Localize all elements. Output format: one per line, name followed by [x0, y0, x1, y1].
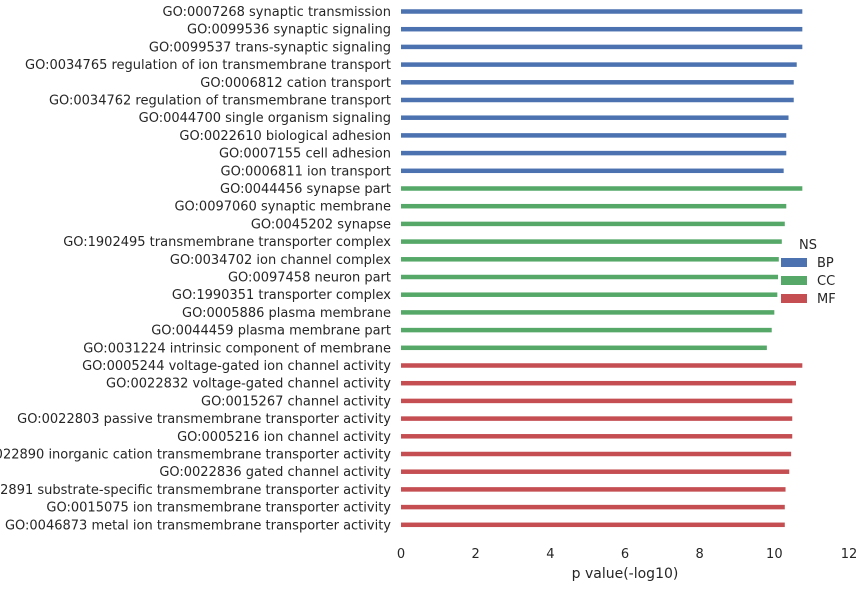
x-tick-label: 0: [397, 547, 405, 562]
y-tick-label: GO:0044456 synapse part: [220, 182, 391, 197]
legend-swatch-bp: [781, 258, 807, 267]
bar-cc: [401, 203, 787, 209]
bar-bp: [401, 150, 787, 156]
x-tick-labels: 0 2 4 6 8 10 12: [397, 547, 857, 562]
y-tick-label: GO:0046873 metal ion transmembrane trans…: [5, 518, 391, 533]
y-tick-label: GO:1990351 transporter complex: [172, 288, 391, 303]
y-tick-label: GO:0099537 trans-synaptic signaling: [149, 40, 391, 55]
legend-swatch-cc: [781, 276, 807, 285]
y-tick-label: GO:0022803 passive transmembrane transpo…: [17, 412, 391, 427]
y-tick-label: GO:0015075 ion transmembrane transporter…: [46, 501, 391, 516]
x-tick-label: 8: [696, 547, 704, 562]
legend-label-cc: CC: [817, 274, 835, 289]
y-tick-label: GO:0034762 regulation of transmembrane t…: [49, 94, 391, 109]
x-tick-label: 2: [472, 547, 480, 562]
bar-cc: [401, 257, 779, 262]
bar-cc: [401, 292, 778, 297]
bar-cc: [401, 186, 803, 191]
bar-cc: [401, 310, 775, 315]
bar-cc: [401, 274, 779, 280]
bar-mf: [401, 416, 793, 421]
y-tick-label: GO:0045202 synapse: [251, 217, 391, 232]
bar-bp: [401, 26, 803, 32]
y-tick-label: GO:0022890 inorganic cation transmembran…: [0, 448, 391, 463]
bar-bp: [401, 44, 803, 50]
x-tick-label: 6: [621, 547, 629, 562]
bar-mf: [401, 469, 790, 474]
legend: NS BP CC MF: [781, 238, 836, 307]
x-tick-label: 4: [546, 547, 554, 562]
bar-mf: [401, 487, 786, 492]
x-tick-label: 12: [841, 547, 858, 562]
legend-swatch-mf: [781, 294, 807, 303]
y-tick-label: GO:0044700 single organism signaling: [139, 111, 391, 126]
x-axis-label: p value(-log10): [572, 566, 679, 582]
y-tick-label: GO:0006811 ion transport: [221, 164, 392, 179]
bar-cc: [401, 345, 767, 351]
y-tick-labels: GO:0007268 synaptic transmission GO:00995…: [0, 5, 391, 533]
bar-bp: [401, 168, 784, 174]
legend-label-bp: BP: [817, 256, 834, 271]
y-tick-label: GO:0006812 cation transport: [200, 76, 391, 91]
y-tick-label: GO:0007268 synaptic transmission: [163, 5, 391, 20]
bar-bp: [401, 80, 794, 85]
y-tick-label: GO:0097060 synaptic membrane: [174, 200, 391, 215]
bar-cc: [401, 327, 772, 333]
y-tick-label: GO:0097458 neuron part: [228, 271, 391, 286]
y-tick-label: GO:0005216 ion channel activity: [177, 430, 391, 445]
y-tick-label: GO:0034765 regulation of ion transmembra…: [25, 58, 391, 73]
y-tick-label: GO:0022836 gated channel activity: [159, 465, 391, 480]
bar-mf: [401, 522, 785, 528]
bars-layer: [401, 9, 803, 528]
y-tick-label: GO:0022832 voltage-gated channel activit…: [106, 377, 391, 392]
bar-mf: [401, 398, 793, 404]
y-tick-label: GO:0005886 plasma membrane: [182, 306, 391, 321]
bar-bp: [401, 115, 789, 120]
bar-bp: [401, 9, 803, 14]
y-tick-label: GO:1902495 transmembrane transporter com…: [63, 235, 391, 250]
x-tick-label: 10: [766, 547, 783, 562]
legend-label-mf: MF: [817, 292, 836, 307]
y-tick-label: GO:0005244 voltage-gated ion channel act…: [82, 359, 391, 374]
y-tick-label: GO:0034702 ion channel complex: [170, 253, 391, 268]
bar-mf: [401, 504, 785, 510]
y-tick-label: GO:0007155 cell adhesion: [219, 147, 391, 162]
y-tick-label: GO:0022891 substrate-specific transmembr…: [0, 483, 391, 498]
bar-bp: [401, 97, 794, 103]
bar-bp: [401, 62, 797, 67]
y-tick-label: GO:0022610 biological adhesion: [179, 129, 391, 144]
y-tick-label: GO:0044459 plasma membrane part: [151, 324, 391, 339]
y-tick-label: GO:0031224 intrinsic component of membra…: [83, 341, 391, 356]
bar-mf: [401, 363, 803, 368]
legend-title: NS: [799, 238, 817, 253]
bar-cc: [401, 221, 785, 227]
bar-mf: [401, 380, 796, 386]
bar-cc: [401, 239, 782, 244]
y-tick-label: GO:0015267 channel activity: [201, 394, 391, 409]
bar-bp: [401, 133, 787, 138]
y-tick-label: GO:0099536 synaptic signaling: [187, 23, 391, 38]
bar-mf: [401, 451, 792, 457]
bar-mf: [401, 434, 793, 439]
